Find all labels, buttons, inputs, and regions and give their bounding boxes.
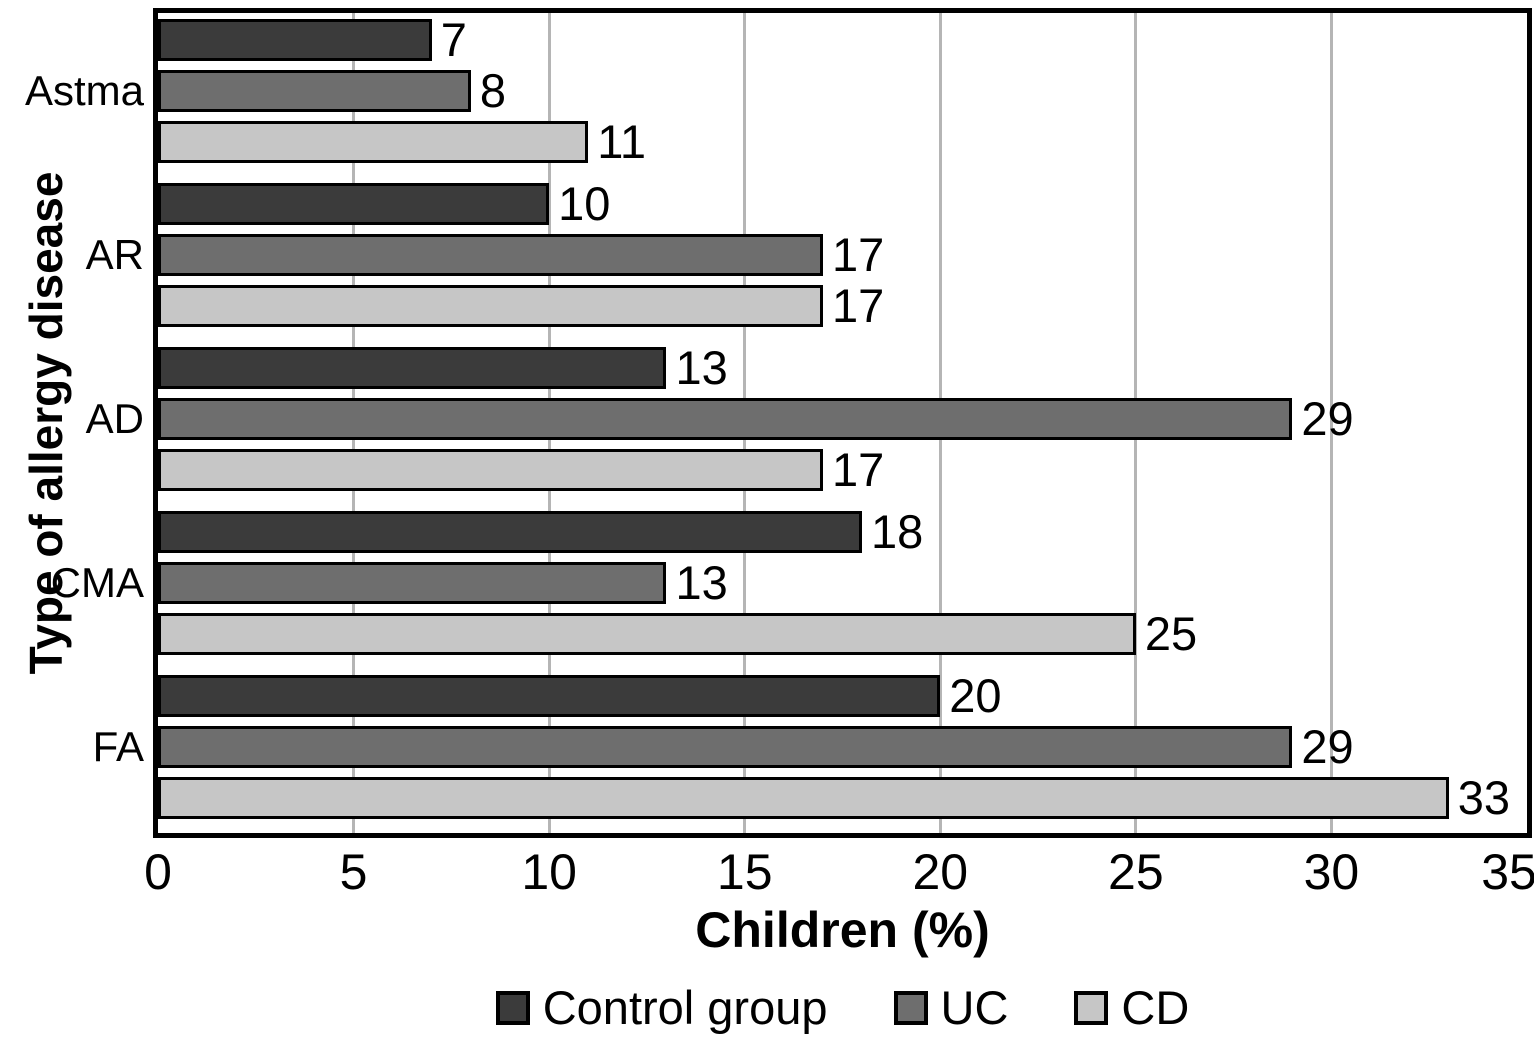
- bar-row: 10: [158, 177, 1527, 230]
- x-tick-label: 10: [521, 844, 577, 900]
- bar-uc: [158, 70, 471, 112]
- bar-row: 17: [158, 228, 1527, 281]
- bar-control-group: [158, 19, 432, 61]
- category-label: Astma: [24, 67, 144, 114]
- legend-item: UC: [893, 981, 1009, 1034]
- bar-row: 13: [158, 556, 1527, 609]
- bar-value-label: 17: [831, 228, 885, 281]
- bar-row: 33: [158, 771, 1527, 824]
- legend-marker: [1074, 990, 1109, 1025]
- bar-value-label: 8: [479, 64, 507, 117]
- bar-cd: [158, 777, 1449, 819]
- bar-value-label: 29: [1301, 720, 1354, 773]
- legend-label: Control group: [542, 981, 828, 1034]
- bar-uc: [158, 562, 667, 604]
- bar-value-label: 10: [558, 177, 611, 230]
- bar-value-label: 25: [1144, 607, 1198, 660]
- bar-group: AR 10 17 17: [86, 177, 1527, 332]
- bar-group: Astma 7 8 11: [25, 13, 1527, 168]
- category-label: AR: [85, 231, 144, 278]
- legend-label: CD: [1121, 981, 1190, 1034]
- bar-row: 11: [158, 115, 1527, 168]
- bar-control-group: [158, 347, 667, 389]
- legend-marker: [893, 990, 928, 1025]
- bar-value-label: 13: [675, 556, 728, 609]
- x-tick-label: 15: [716, 844, 773, 900]
- x-axis-title: Children (%): [695, 902, 990, 958]
- bar-cd: [158, 121, 589, 163]
- bar-row: 17: [158, 443, 1527, 496]
- x-tick-label: 25: [1108, 844, 1164, 900]
- bar-row: 18: [158, 505, 1527, 558]
- bar-control-group: [158, 183, 550, 225]
- bar-value-label: 18: [871, 505, 924, 558]
- bar-value-label: 17: [831, 443, 885, 496]
- x-tick-label: 5: [339, 844, 368, 900]
- category-label: AD: [85, 395, 144, 442]
- bar-value-label: 29: [1301, 392, 1354, 445]
- bar-value-label: 17: [831, 279, 885, 332]
- bar-row: 25: [158, 607, 1527, 660]
- bar-group: FA 20 29 33: [93, 669, 1527, 824]
- bar-uc: [158, 234, 823, 276]
- bar-row: 13: [158, 341, 1527, 394]
- bar-cd: [158, 449, 823, 491]
- bar-cd: [158, 613, 1136, 655]
- x-tick-label: 35: [1481, 844, 1534, 900]
- bar-row: 8: [158, 64, 1527, 117]
- category-label: FA: [92, 723, 144, 770]
- bar-uc: [158, 398, 1293, 440]
- bar-row: 29: [158, 392, 1527, 445]
- bar-row: 20: [158, 669, 1527, 722]
- bar-uc: [158, 726, 1293, 768]
- bar-control-group: [158, 675, 941, 717]
- x-tick-label: 20: [912, 844, 969, 900]
- bar-row: 17: [158, 279, 1527, 332]
- gridline: [1329, 13, 1333, 833]
- bar-value-label: 33: [1457, 771, 1511, 824]
- bar-row: 29: [158, 720, 1527, 773]
- legend: Control group UC CD: [153, 984, 1532, 1031]
- plot-area: Astma 7 8 11 AR 10 17 17 AD 13 29 17 CMA 18 13 25 FA 20 29…: [25, 8, 1532, 838]
- legend-item: CD: [1074, 984, 1189, 1031]
- bar-value-label: 7: [440, 13, 467, 66]
- legend-item: Control group: [495, 981, 828, 1034]
- bar-group: AD 13 29 17: [86, 341, 1527, 496]
- bar-control-group: [158, 511, 863, 553]
- bar-value-label: 11: [597, 115, 647, 168]
- x-tick-label: 0: [144, 844, 172, 900]
- category-label: CMA: [50, 559, 144, 606]
- bar-group: CMA 18 13 25: [51, 505, 1527, 660]
- x-axis-ticks: 0 5 10 15 20 25 30 35: [144, 844, 1534, 907]
- legend-marker: [495, 990, 530, 1025]
- bar-value-label: 13: [675, 341, 728, 394]
- bar-row: 7: [158, 13, 1527, 66]
- bar-value-label: 20: [949, 669, 1002, 722]
- bar-groups: Astma 7 8 11 AR 10 17 17 AD 13 29 17 CMA 18 13 25 FA 20 29…: [25, 13, 1527, 833]
- bar-cd: [158, 285, 823, 327]
- legend-label: UC: [940, 981, 1009, 1034]
- x-tick-label: 30: [1303, 844, 1360, 900]
